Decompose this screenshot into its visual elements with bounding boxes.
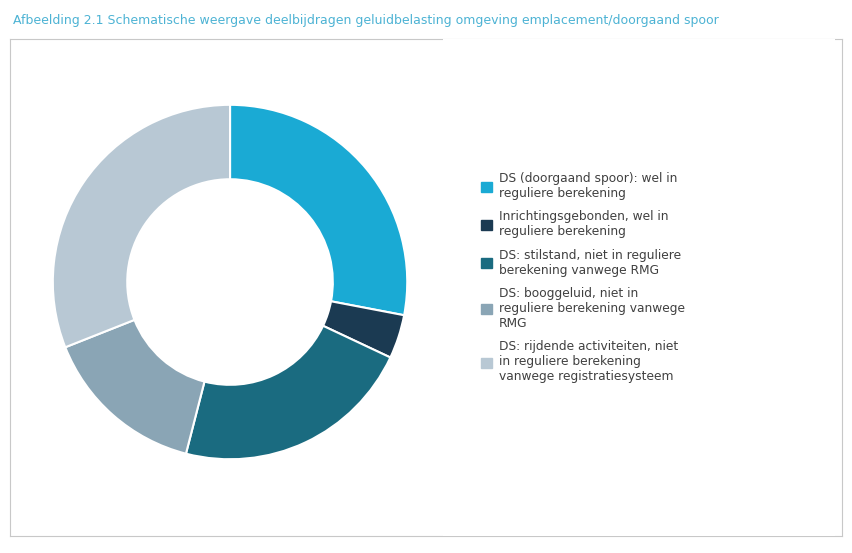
Legend: DS (doorgaand spoor): wel in
reguliere berekening, Inrichtingsgebonden, wel in
r: DS (doorgaand spoor): wel in reguliere b… — [481, 172, 685, 383]
Text: Afbeelding 2.1 Schematische weergave deelbijdragen geluidbelasting omgeving empl: Afbeelding 2.1 Schematische weergave dee… — [13, 14, 718, 27]
Wedge shape — [323, 301, 404, 357]
Wedge shape — [230, 105, 407, 315]
Wedge shape — [53, 105, 230, 347]
Wedge shape — [186, 326, 390, 459]
Wedge shape — [66, 320, 204, 453]
